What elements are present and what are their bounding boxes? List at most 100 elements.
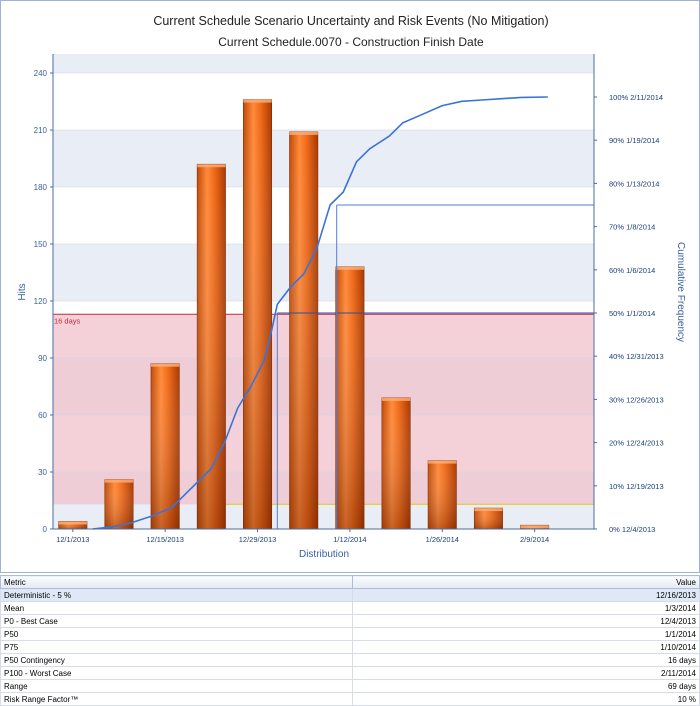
bar-shade — [58, 521, 87, 529]
bar-shade — [243, 99, 272, 529]
y2-tick-label: 20% 12/24/2013 — [609, 439, 664, 448]
value-cell: 16 days — [352, 653, 700, 667]
y2-tick-label: 90% 1/19/2014 — [609, 136, 659, 145]
bar — [289, 131, 319, 530]
bar-cap — [381, 397, 411, 401]
value-cell: 1/3/2014 — [352, 601, 700, 615]
metric-cell: Mean — [0, 601, 353, 615]
y2-tick-label: 0% 12/4/2013 — [609, 525, 655, 534]
y-tick-label: 60 — [38, 411, 47, 420]
chart-frame: 16 days 0 30 60 90 120 150 180 210 240 12/1/2013 1… — [0, 0, 700, 573]
x-tick-label: 1/26/2014 — [426, 535, 459, 544]
bar-cap — [520, 525, 549, 529]
bar — [381, 397, 411, 530]
distribution-chart: 16 days 0 30 60 90 120 150 180 210 240 12/1/2013 1… — [17, 14, 686, 560]
bar-cap — [428, 460, 457, 464]
contingency-band — [53, 314, 594, 505]
metrics-table: Metric Value Deterministic - 5 % 12/16/20… — [0, 575, 700, 706]
value-cell: 69 days — [352, 679, 700, 693]
y-tick-label: 30 — [38, 468, 47, 477]
table-row[interactable]: P100 - Worst Case 2/11/2014 — [0, 666, 700, 680]
y-tick-label: 150 — [34, 240, 48, 249]
bar-shade — [474, 508, 503, 529]
y2-tick-label: 100% 2/11/2014 — [609, 93, 663, 102]
table-row[interactable]: Range 69 days — [0, 679, 700, 693]
metric-cell: P50 Contingency — [0, 653, 353, 667]
bar-shade — [197, 164, 226, 529]
bar-shade — [428, 460, 457, 529]
y2-axis-label: Cumulative Frequency — [675, 242, 686, 342]
y-tick-label: 0 — [43, 525, 48, 534]
table-row[interactable]: Deterministic - 5 % 12/16/2013 — [0, 588, 700, 602]
metric-cell: Range — [0, 679, 353, 693]
metric-cell: P0 - Best Case — [0, 614, 353, 628]
bar — [243, 99, 273, 530]
bar-cap — [104, 479, 134, 483]
x-tick-label: 12/1/2013 — [56, 535, 89, 544]
table-row[interactable]: P0 - Best Case 12/4/2013 — [0, 614, 700, 628]
background-stripe — [53, 244, 594, 301]
table-row[interactable]: Risk Range Factor™ 10 % — [0, 692, 700, 706]
x-tick-label: 12/29/2013 — [239, 535, 277, 544]
bar-shade — [104, 479, 134, 529]
bar-cap — [474, 508, 503, 512]
chart-title: Current Schedule Scenario Uncertainty an… — [153, 14, 548, 28]
table-row[interactable]: P50 1/1/2014 — [0, 627, 700, 641]
metric-cell: P100 - Worst Case — [0, 666, 353, 680]
cumulative-frequency-curve — [92, 96, 548, 530]
bar — [104, 479, 134, 530]
bar-shade — [289, 131, 318, 529]
y-tick-label: 90 — [38, 354, 47, 363]
y2-tick-label: 50% 1/1/2014 — [609, 309, 655, 318]
bar-shade — [335, 266, 365, 529]
bar — [150, 363, 180, 530]
column-header-value[interactable]: Value — [352, 575, 700, 589]
value-cell: 1/10/2014 — [352, 640, 700, 654]
x-tick-label: 2/9/2014 — [520, 535, 549, 544]
metric-cell: P75 — [0, 640, 353, 654]
value-cell: 2/11/2014 — [352, 666, 700, 680]
y-tick-label: 120 — [34, 297, 48, 306]
y2-tick-label: 30% 12/26/2013 — [609, 395, 664, 404]
metric-cell: Risk Range Factor™ — [0, 692, 353, 706]
y2-tick-label: 40% 12/31/2013 — [609, 352, 664, 361]
table-row[interactable]: Mean 1/3/2014 — [0, 601, 700, 615]
bar-cap — [289, 131, 318, 135]
value-cell: 12/4/2013 — [352, 614, 700, 628]
chart-subtitle: Current Schedule.0070 - Construction Fin… — [218, 35, 484, 49]
bar-cap — [150, 363, 180, 367]
bar — [520, 524, 550, 530]
background-stripe — [53, 130, 594, 187]
value-cell: 10 % — [352, 692, 700, 706]
y-tick-label: 210 — [34, 126, 48, 135]
x-tick-label: 1/12/2014 — [333, 535, 366, 544]
y-tick-label: 180 — [34, 183, 48, 192]
table-row[interactable]: P50 Contingency 16 days — [0, 653, 700, 667]
contingency-band-label: 16 days — [54, 316, 81, 325]
y-tick-label: 240 — [34, 69, 48, 78]
bar — [58, 521, 88, 530]
bar-shade — [150, 363, 180, 529]
y-axis-label: Hits — [17, 283, 28, 300]
y2-tick-label: 10% 12/19/2013 — [609, 482, 664, 491]
x-tick-label: 12/15/2013 — [146, 535, 184, 544]
column-header-metric[interactable]: Metric — [0, 575, 353, 589]
metric-cell: Deterministic - 5 % — [0, 588, 353, 602]
bar — [335, 266, 365, 530]
bar-cap — [58, 521, 87, 525]
table-header-row: Metric Value — [0, 575, 700, 589]
y2-tick-label: 70% 1/8/2014 — [609, 223, 655, 232]
bar-cap — [243, 99, 272, 103]
metric-cell: P50 — [0, 627, 353, 641]
bar — [473, 507, 503, 530]
y2-tick-label: 80% 1/13/2014 — [609, 179, 659, 188]
bar — [427, 460, 457, 530]
value-cell: 12/16/2013 — [352, 588, 700, 602]
bar — [196, 163, 226, 530]
value-cell: 1/1/2014 — [352, 627, 700, 641]
background-stripe — [53, 54, 594, 73]
y2-tick-label: 60% 1/6/2014 — [609, 266, 655, 275]
bar-shade — [381, 397, 411, 529]
table-row[interactable]: P75 1/10/2014 — [0, 640, 700, 654]
bar-cap — [335, 266, 365, 270]
